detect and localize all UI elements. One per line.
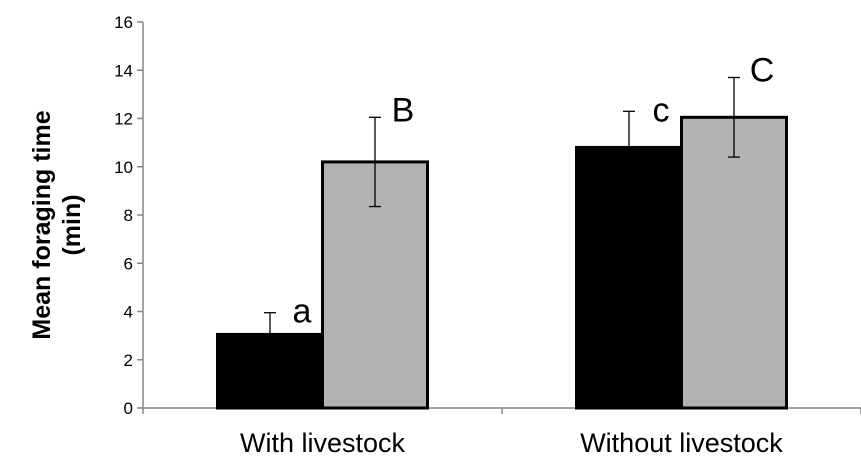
significance-label-series1-cat1: C	[750, 51, 775, 89]
x-category-label-1: Without livestock	[580, 428, 783, 458]
significance-label-series0-cat1: c	[653, 91, 670, 129]
y-axis-title: Mean foraging time (min)	[28, 110, 86, 339]
y-tick-label-7: 14	[114, 61, 133, 80]
bar-series0-cat1	[575, 145, 683, 410]
y-tick-label-4: 8	[124, 206, 133, 225]
bar-series1-cat1	[680, 115, 788, 410]
y-tick-label-3: 6	[124, 254, 133, 273]
plot-area: 0 2 4 6 8 10 12 14 16 With livestock a B Without liv…	[114, 13, 861, 458]
y-tick-label-8: 16	[114, 13, 133, 32]
significance-label-series1-cat0: B	[392, 91, 415, 129]
x-category-label-0: With livestock	[240, 428, 406, 458]
y-tick-label-0: 0	[124, 399, 133, 418]
y-tick-label-2: 4	[124, 303, 133, 322]
y-tick-label-1: 2	[124, 351, 133, 370]
significance-label-series0-cat0: a	[293, 293, 312, 331]
y-tick-label-6: 12	[114, 110, 133, 129]
y-axis-title-line-1: Mean foraging time	[28, 110, 56, 339]
y-axis-title-line-2: (min)	[58, 194, 86, 255]
y-tick-label-5: 10	[114, 158, 133, 177]
